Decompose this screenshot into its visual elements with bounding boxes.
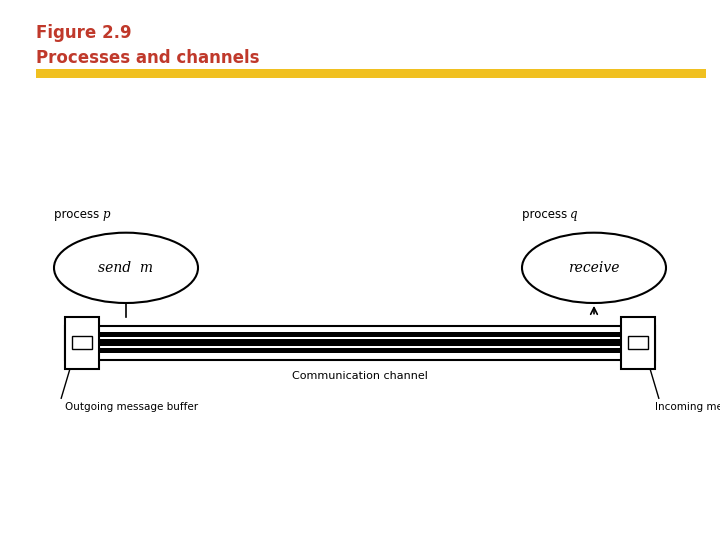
Ellipse shape — [54, 233, 198, 303]
Text: process: process — [522, 208, 571, 221]
Bar — [628, 336, 648, 349]
Bar — [99, 333, 621, 337]
Text: send  m: send m — [99, 261, 153, 275]
Text: Outgoing message buffer: Outgoing message buffer — [65, 402, 198, 412]
Text: q: q — [570, 208, 577, 221]
Bar — [99, 339, 621, 347]
Text: Processes and channels: Processes and channels — [36, 49, 259, 66]
Bar — [72, 336, 92, 349]
Text: Figure 2.9: Figure 2.9 — [36, 24, 132, 42]
Bar — [621, 316, 655, 369]
Bar — [99, 348, 621, 353]
Text: receive: receive — [568, 261, 620, 275]
Bar — [65, 326, 655, 360]
Text: process: process — [54, 208, 103, 221]
Text: Incoming message buffer: Incoming message buffer — [655, 402, 720, 412]
Bar — [65, 316, 99, 369]
Text: p: p — [102, 208, 109, 221]
Text: Communication channel: Communication channel — [292, 371, 428, 381]
Ellipse shape — [522, 233, 666, 303]
